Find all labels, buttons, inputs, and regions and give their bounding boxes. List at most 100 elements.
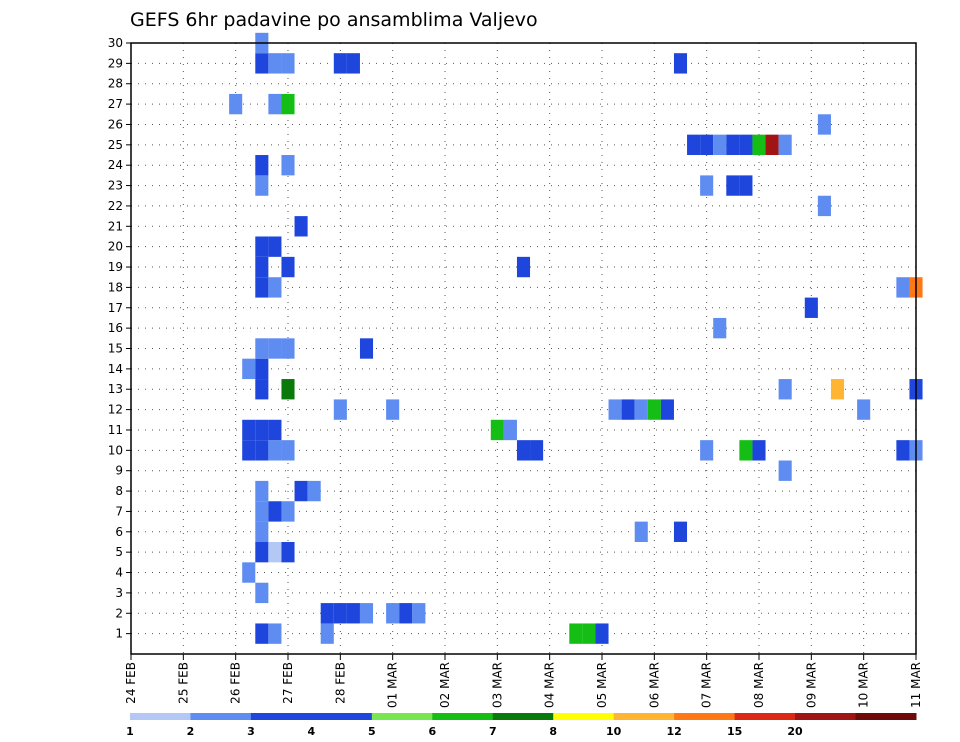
colorbar-swatch	[432, 713, 494, 720]
y-axis-ticks: 1234567891011121314151617181920212223242…	[108, 36, 131, 641]
precip-cell	[242, 440, 256, 461]
precip-cell	[268, 53, 282, 74]
y-tick-label: 5	[115, 545, 123, 559]
precip-cell	[268, 440, 282, 461]
y-tick-label: 1	[115, 627, 123, 641]
precip-cell	[569, 623, 583, 644]
precip-cell	[281, 440, 295, 461]
colorbar-swatch	[734, 713, 796, 720]
colorbar-swatch	[130, 713, 191, 720]
precip-cell	[595, 623, 609, 644]
precip-cell	[255, 358, 269, 380]
precip-cell	[255, 521, 269, 542]
x-tick-label: 11 MAR	[909, 662, 923, 708]
y-tick-label: 26	[108, 117, 123, 131]
precip-cell	[242, 419, 256, 441]
precip-cell	[359, 338, 374, 359]
y-tick-label: 2	[115, 606, 123, 620]
x-tick-label: 28 FEB	[333, 662, 347, 704]
precip-cell	[700, 440, 714, 461]
colorbar: 1 2 3 4 5 6 7 8 10 12 15 20	[126, 713, 917, 738]
precip-cell	[281, 155, 295, 176]
precip-cell	[333, 603, 347, 624]
precip-cell	[739, 440, 753, 461]
x-axis-ticks: 24 FEB 25 FEB 26 FEB 27 FEB 28 FEB 01 MAR 02 M…	[124, 654, 923, 708]
y-tick-label: 23	[108, 179, 123, 193]
x-tick-label: 25 FEB	[176, 662, 190, 704]
precip-cell	[333, 53, 347, 74]
precip-cell	[621, 399, 635, 420]
precip-cell	[255, 541, 269, 563]
precip-cell	[255, 582, 269, 604]
x-tick-label: 24 FEB	[124, 662, 138, 704]
x-tick-label: 26 FEB	[229, 662, 243, 704]
y-tick-label: 11	[108, 423, 123, 437]
precip-cell	[739, 134, 753, 156]
precip-cell	[582, 623, 596, 644]
colorbar-label: 6	[428, 725, 436, 738]
precip-cell	[778, 460, 792, 481]
precip-cell	[281, 541, 295, 563]
precip-cell	[687, 134, 701, 156]
precip-cell	[255, 256, 269, 278]
precip-cell	[660, 399, 674, 420]
colorbar-swatch	[674, 713, 736, 720]
precip-cell	[268, 501, 282, 522]
colorbar-swatch	[190, 713, 252, 720]
precip-cell	[268, 419, 282, 441]
precip-cell	[281, 338, 295, 359]
y-tick-label: 29	[108, 56, 123, 70]
precip-cell	[608, 399, 622, 420]
colorbar-swatch	[492, 713, 554, 720]
precip-cell	[817, 114, 831, 135]
precip-cell	[320, 623, 334, 644]
x-tick-label: 07 MAR	[700, 662, 714, 708]
precip-cell	[830, 379, 845, 400]
precip-cell	[255, 338, 269, 359]
precip-cell	[333, 399, 347, 420]
precip-cell	[739, 175, 753, 196]
colorbar-label: 10	[606, 725, 622, 738]
precip-cell	[778, 379, 792, 400]
y-tick-label: 21	[108, 219, 123, 233]
colorbar-label: 5	[368, 725, 376, 738]
colorbar-label: 15	[727, 725, 742, 738]
precip-cell	[752, 440, 766, 461]
precip-cell	[294, 216, 308, 237]
y-tick-label: 9	[115, 464, 123, 478]
x-tick-label: 01 MAR	[386, 662, 400, 708]
precip-cell	[503, 419, 517, 441]
x-tick-label: 02 MAR	[438, 662, 452, 708]
y-tick-label: 19	[108, 260, 123, 274]
precip-cell	[281, 501, 295, 522]
colorbar-swatch	[795, 713, 857, 720]
precip-cell	[255, 440, 269, 461]
y-tick-label: 3	[115, 586, 123, 600]
precip-cell	[307, 480, 321, 502]
y-tick-label: 4	[115, 566, 123, 580]
precip-cell	[700, 175, 714, 196]
colorbar-label: 20	[787, 725, 803, 738]
x-tick-label: 09 MAR	[804, 662, 818, 708]
colorbar-label: 2	[187, 725, 195, 738]
precip-cell	[386, 603, 400, 624]
y-tick-label: 14	[108, 362, 123, 376]
precip-cell	[281, 93, 295, 115]
precip-cell	[359, 603, 374, 624]
colorbar-label: 12	[666, 725, 681, 738]
precip-cell	[896, 277, 910, 298]
precip-cell	[713, 134, 727, 156]
precip-cell	[647, 399, 661, 420]
precip-cell	[386, 399, 400, 420]
precip-cell	[268, 236, 282, 257]
colorbar-swatch	[855, 713, 917, 720]
precip-cell	[281, 256, 295, 278]
precip-cell	[255, 175, 269, 196]
y-tick-label: 15	[108, 342, 123, 356]
precip-cell	[726, 134, 740, 156]
y-tick-label: 7	[115, 504, 123, 518]
precip-cell	[268, 623, 282, 644]
colorbar-swatch	[553, 713, 615, 720]
precip-cell	[399, 603, 413, 624]
